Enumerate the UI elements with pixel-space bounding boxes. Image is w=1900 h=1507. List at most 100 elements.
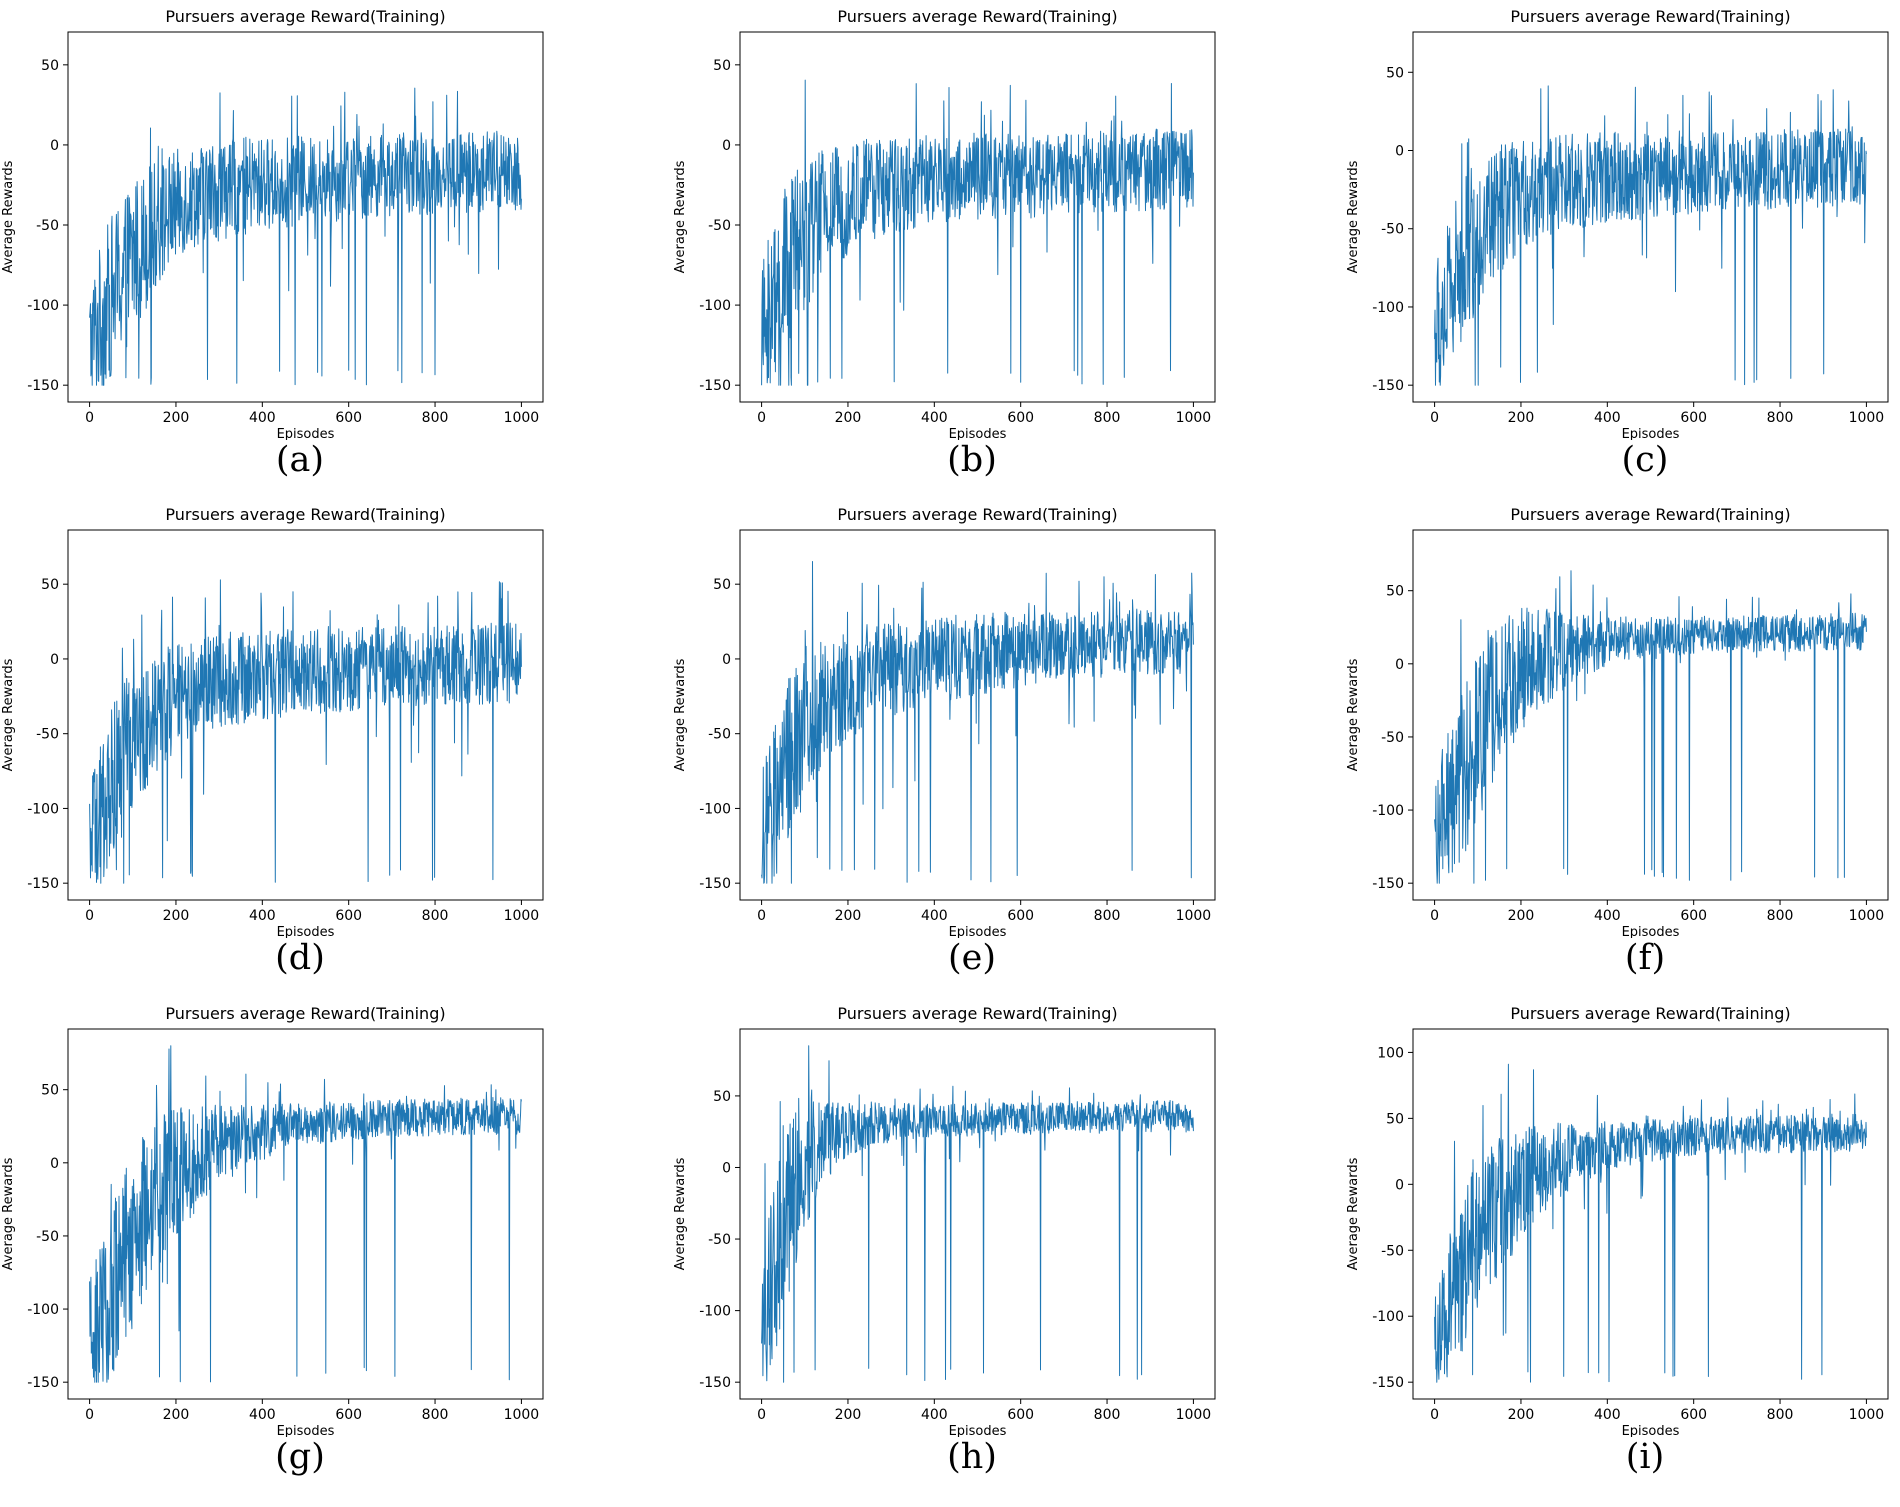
x-tick-label: 1000 — [1176, 1407, 1212, 1423]
y-tick-label: -50 — [708, 1232, 731, 1248]
chart-svg: Pursuers average Reward(Training) 0 200 400… — [673, 7, 1216, 440]
x-axis-label: Episodes — [949, 925, 1007, 938]
x-tick-label: 800 — [1094, 908, 1121, 924]
chart-panel: Pursuers average Reward(Training) 0 200 400… — [672, 498, 1292, 988]
x-tick-label: 400 — [249, 1407, 276, 1423]
y-tick-label: -150 — [27, 876, 59, 892]
plot-frame — [739, 31, 1216, 403]
plot-frame — [67, 1028, 544, 1400]
chart-svg: Pursuers average Reward(Training) 0 200 400… — [1, 505, 544, 938]
x-tick-label: 600 — [1007, 908, 1034, 924]
y-axis-label: Average Rewards — [673, 1157, 688, 1270]
reward-series-line — [1434, 1063, 1867, 1383]
x-tick-label: 200 — [835, 410, 862, 426]
chart-svg: Pursuers average Reward(Training) 0 200 400… — [1346, 1004, 1889, 1437]
subfigure-label: (b) — [947, 440, 997, 480]
reward-series-line — [1434, 85, 1867, 386]
y-tick-label: -150 — [699, 378, 731, 394]
y-tick-label: 50 — [713, 1089, 731, 1105]
chart-panel: Pursuers average Reward(Training) 0 200 400… — [0, 0, 620, 490]
y-tick-label: 50 — [1386, 65, 1404, 81]
plot-frame — [67, 31, 544, 403]
x-tick-label: 200 — [835, 908, 862, 924]
subfigure-label: (h) — [947, 1437, 997, 1477]
x-tick-label: 0 — [85, 410, 94, 426]
y-tick-label: -150 — [699, 1375, 731, 1391]
chart-panel: Pursuers average Reward(Training) 0 200 400… — [672, 0, 1292, 490]
y-tick-label: 50 — [1386, 1111, 1404, 1127]
x-tick-label: 800 — [1767, 1407, 1794, 1423]
x-tick-label: 600 — [1680, 1407, 1707, 1423]
x-tick-label: 0 — [85, 1407, 94, 1423]
y-tick-label: -50 — [708, 727, 731, 743]
y-axis-label: Average Rewards — [1346, 1157, 1361, 1270]
chart-title: Pursuers average Reward(Training) — [1510, 505, 1790, 524]
y-tick-label: -50 — [708, 218, 731, 234]
x-tick-label: 0 — [85, 908, 94, 924]
chart-svg: Pursuers average Reward(Training) 0 200 400… — [673, 505, 1216, 938]
chart-title: Pursuers average Reward(Training) — [1510, 1004, 1790, 1023]
y-tick-label: 100 — [1377, 1045, 1404, 1061]
x-tick-label: 200 — [1508, 1407, 1535, 1423]
reward-series-line — [89, 1045, 522, 1383]
y-tick-label: 0 — [722, 138, 731, 154]
x-tick-label: 800 — [422, 410, 449, 426]
x-tick-label: 0 — [757, 1407, 766, 1423]
y-axis-label: Average Rewards — [1, 1157, 16, 1270]
reward-series-line — [761, 1045, 1194, 1383]
y-tick-label: -100 — [699, 298, 731, 314]
x-tick-label: 200 — [163, 410, 190, 426]
chart-panel: Pursuers average Reward(Training) 0 200 400… — [1345, 498, 1900, 988]
reward-series-line — [89, 87, 522, 386]
y-tick-label: -100 — [699, 1304, 731, 1320]
subfigure-label: (e) — [947, 938, 997, 978]
reward-series-line — [761, 79, 1194, 386]
subfigure-label: (f) — [1624, 938, 1666, 978]
y-tick-label: 0 — [50, 652, 59, 668]
chart-title: Pursuers average Reward(Training) — [837, 505, 1117, 524]
x-tick-label: 0 — [1430, 1407, 1439, 1423]
x-tick-label: 600 — [1680, 410, 1707, 426]
y-tick-label: -50 — [1381, 1243, 1404, 1259]
x-tick-label: 800 — [422, 1407, 449, 1423]
x-tick-label: 400 — [921, 908, 948, 924]
chart-panel: Pursuers average Reward(Training) 0 200 400… — [1345, 997, 1900, 1487]
x-tick-label: 400 — [1594, 908, 1621, 924]
x-tick-label: 200 — [163, 908, 190, 924]
chart-svg: Pursuers average Reward(Training) 0 200 400… — [1, 7, 544, 440]
y-tick-label: -100 — [27, 298, 59, 314]
x-tick-label: 800 — [1094, 410, 1121, 426]
x-tick-label: 0 — [1430, 908, 1439, 924]
subfigure-label: (i) — [1625, 1437, 1665, 1477]
y-axis-label: Average Rewards — [673, 658, 688, 771]
x-tick-label: 800 — [422, 908, 449, 924]
x-tick-label: 1000 — [1176, 410, 1212, 426]
x-tick-label: 400 — [249, 908, 276, 924]
x-tick-label: 1000 — [504, 908, 540, 924]
plot-frame — [1412, 1028, 1889, 1400]
y-tick-label: 0 — [50, 1156, 59, 1172]
y-tick-label: -50 — [36, 218, 59, 234]
x-axis-label: Episodes — [1622, 427, 1680, 440]
x-axis-label: Episodes — [277, 925, 335, 938]
x-tick-label: 800 — [1767, 908, 1794, 924]
y-axis-label: Average Rewards — [1, 160, 16, 273]
y-tick-label: -150 — [1372, 378, 1404, 394]
x-tick-label: 1000 — [1849, 410, 1885, 426]
chart-panel: Pursuers average Reward(Training) 0 200 400… — [672, 997, 1292, 1487]
x-tick-label: 600 — [335, 1407, 362, 1423]
x-tick-label: 800 — [1094, 1407, 1121, 1423]
chart-panel: Pursuers average Reward(Training) 0 200 400… — [0, 498, 620, 988]
chart-panel: Pursuers average Reward(Training) 0 200 400… — [0, 997, 620, 1487]
x-tick-label: 400 — [1594, 1407, 1621, 1423]
x-axis-label: Episodes — [949, 1424, 1007, 1437]
y-tick-label: -100 — [1372, 803, 1404, 819]
x-tick-label: 1000 — [1849, 908, 1885, 924]
chart-title: Pursuers average Reward(Training) — [165, 505, 445, 524]
y-tick-label: -100 — [27, 1302, 59, 1318]
x-tick-label: 1000 — [504, 410, 540, 426]
y-axis-label: Average Rewards — [1346, 160, 1361, 273]
y-axis-label: Average Rewards — [673, 160, 688, 273]
plot-frame — [1412, 31, 1889, 403]
